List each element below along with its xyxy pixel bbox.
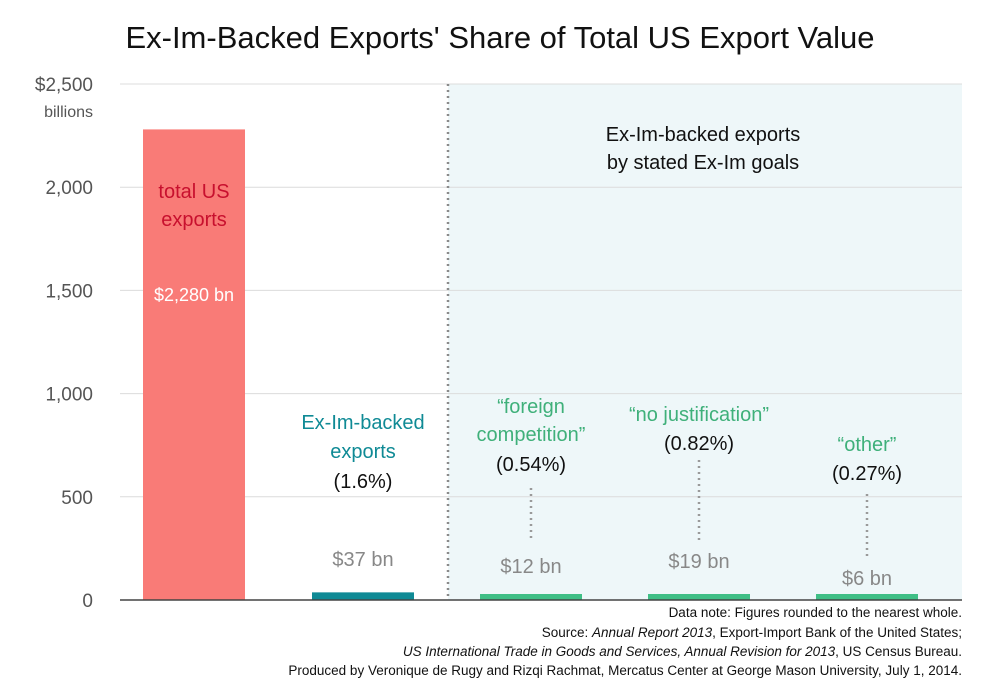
footnote-part: Source: <box>542 625 592 640</box>
footnote-credit: Produced by Veronique de Rugy and Rizqi … <box>288 663 962 678</box>
bar-share-label: (0.27%) <box>832 463 902 485</box>
footnote-part: US International Trade in Goods and Serv… <box>403 644 836 659</box>
bar <box>648 594 750 600</box>
panel-label-line: Ex-Im-backed exports <box>606 124 801 146</box>
bar-name-label: total US <box>158 181 229 203</box>
bar <box>816 594 918 600</box>
panel-label-line: by stated Ex-Im goals <box>607 152 799 174</box>
y-tick-label: $2,500 <box>35 75 93 96</box>
y-tick-label: 1,500 <box>45 281 93 302</box>
footnote-source: Source: Annual Report 2013, Export-Impor… <box>542 625 962 640</box>
y-tick-label: 0 <box>82 591 93 612</box>
footnote-source-2: US International Trade in Goods and Serv… <box>403 644 962 659</box>
y-axis-unit-label: billions <box>44 104 93 121</box>
bar-name-label: exports <box>161 209 227 231</box>
y-tick-label: 2,000 <box>45 178 93 199</box>
bar <box>143 129 245 600</box>
footnote-data-note: Data note: Figures rounded to the neares… <box>669 605 962 620</box>
bar-share-label: (1.6%) <box>334 471 393 493</box>
y-axis-ticks: 0 500 1,000 1,500 2,000 $2,500 <box>35 75 93 612</box>
bar-name-label: exports <box>330 441 396 463</box>
bar-name-label: “no justification” <box>629 404 769 426</box>
footnote-part: Annual Report 2013 <box>591 625 713 640</box>
bar-labels: total US exports $2,280 bn Ex-Im-backed expo… <box>154 181 902 590</box>
footnotes: Data note: Figures rounded to the neares… <box>288 605 962 678</box>
bar <box>312 592 414 600</box>
bar-value-label: $2,280 bn <box>154 285 234 305</box>
bar-share-label: (0.54%) <box>496 454 566 476</box>
bars <box>143 129 918 600</box>
y-tick-label: 500 <box>61 488 93 509</box>
bar-value-label: $19 bn <box>668 551 729 573</box>
grid-lines <box>120 83 962 498</box>
bar-name-label: “foreign <box>497 396 565 418</box>
bar <box>480 594 582 600</box>
y-tick-label: 1,000 <box>45 385 93 406</box>
bar-name-label: competition” <box>477 424 586 446</box>
leader-lines <box>529 460 869 556</box>
goals-panel-label: Ex-Im-backed exports by stated Ex-Im goal… <box>606 124 801 174</box>
bar-value-label: $37 bn <box>332 549 393 571</box>
goals-panel-background <box>448 84 962 600</box>
chart-title: Ex-Im-Backed Exports' Share of Total US … <box>125 20 874 55</box>
bar-share-label: (0.82%) <box>664 433 734 455</box>
bar-value-label: $12 bn <box>500 556 561 578</box>
bar-name-label: “other” <box>838 434 897 456</box>
footnote-part: , Export-Import Bank of the United State… <box>712 625 962 640</box>
footnote-part: , US Census Bureau. <box>835 644 962 659</box>
bar-value-label: $6 bn <box>842 568 892 590</box>
bar-name-label: Ex-Im-backed <box>301 412 424 434</box>
